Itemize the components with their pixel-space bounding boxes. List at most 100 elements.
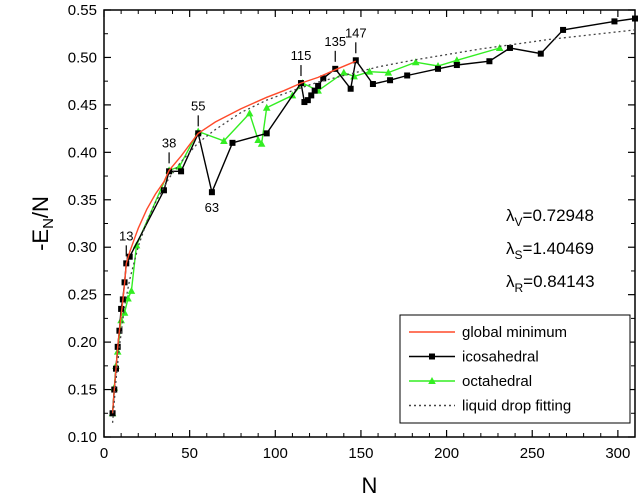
x-tick-label: 250 <box>520 445 545 462</box>
data-point-octahedral <box>124 294 132 302</box>
data-point-icosahedral <box>315 82 322 89</box>
annotation-label: 63 <box>205 200 219 215</box>
y-tick-label: 0.10 <box>68 429 97 446</box>
annotation-label: 13 <box>119 228 133 243</box>
legend-marker-octahedral <box>428 377 436 384</box>
data-point-icosahedral <box>347 85 354 92</box>
x-tick-label: 50 <box>181 445 198 462</box>
data-point-icosahedral <box>560 26 567 33</box>
annotation-label: 135 <box>324 34 346 49</box>
axis-titles: N -EN/N <box>28 196 377 498</box>
x-tick-label: 300 <box>605 445 630 462</box>
data-point-octahedral <box>365 67 374 75</box>
data-point-icosahedral <box>352 57 359 64</box>
data-point-icosahedral <box>453 62 460 69</box>
data-point-icosahedral <box>304 97 311 104</box>
parameter-subscript: S <box>515 248 523 262</box>
y-tick-label: 0.55 <box>68 2 97 19</box>
annotation-label: 147 <box>345 25 367 40</box>
data-point-octahedral <box>245 109 254 117</box>
x-tick-label: 200 <box>434 445 459 462</box>
parameter-value: =0.84143 <box>523 272 594 291</box>
annotation-label: 38 <box>162 135 176 150</box>
parameter-symbol: λ <box>506 206 515 225</box>
y-tick-label: 0.15 <box>68 382 97 399</box>
y-tick-label: 0.30 <box>68 239 97 256</box>
y-axis-title: -EN/N <box>28 196 57 251</box>
series-layer <box>108 15 638 423</box>
data-point-icosahedral <box>160 187 167 194</box>
data-point-icosahedral <box>506 44 513 51</box>
legend-label: octahedral <box>462 373 532 390</box>
data-point-icosahedral <box>435 65 442 72</box>
parameter-subscript: R <box>515 281 524 295</box>
x-tick-label: 0 <box>100 445 108 462</box>
data-point-icosahedral <box>369 81 376 88</box>
legend-label: global minimum <box>462 324 567 341</box>
data-point-icosahedral <box>208 189 215 196</box>
data-point-icosahedral <box>126 253 133 260</box>
data-point-icosahedral <box>404 72 411 79</box>
data-point-icosahedral <box>320 75 327 82</box>
data-point-icosahedral <box>387 77 394 84</box>
parameter-line: λR=0.84143 <box>506 272 595 295</box>
x-tick-label: 150 <box>348 445 373 462</box>
data-point-icosahedral <box>332 65 339 72</box>
data-point-octahedral <box>262 103 271 111</box>
data-point-icosahedral <box>308 92 315 99</box>
data-point-icosahedral <box>229 139 236 146</box>
data-point-octahedral <box>453 56 461 64</box>
data-point-icosahedral <box>611 18 618 25</box>
legend: global minimum icosahedral octahedral liqui… <box>399 314 631 424</box>
legend-marker-icosahedral <box>429 353 435 360</box>
data-point-icosahedral <box>263 130 270 137</box>
y-tick-label: 0.25 <box>68 287 97 304</box>
series-liquid-drop-fitting <box>111 29 636 423</box>
x-tick-label: 100 <box>263 445 288 462</box>
parameter-subscript: V <box>515 215 523 229</box>
parameter-line: λV=0.72948 <box>506 206 594 229</box>
y-tick-label: 0.40 <box>68 144 97 161</box>
series-global-minimum <box>111 60 357 414</box>
annotation-label: 115 <box>291 48 312 63</box>
x-axis-title: N <box>362 473 378 498</box>
data-point-octahedral <box>120 308 129 316</box>
series-line-liquid-drop-fitting <box>111 29 636 423</box>
y-axis-title-main: -E <box>28 229 53 251</box>
data-point-octahedral <box>495 43 504 51</box>
annotation-label: 55 <box>191 98 205 113</box>
legend-box <box>399 314 631 424</box>
data-point-octahedral <box>384 68 393 76</box>
data-point-octahedral <box>220 136 228 144</box>
data-point-icosahedral <box>486 58 493 65</box>
y-tick-label: 0.45 <box>68 97 97 114</box>
y-tick-label: 0.35 <box>68 192 97 209</box>
data-point-octahedral <box>340 68 348 76</box>
data-point-octahedral <box>254 135 262 143</box>
data-point-icosahedral <box>537 50 544 57</box>
parameter-symbol: λ <box>506 272 515 291</box>
axes: 0 50 100 150 200 250 300 0.10 0.15 0.20 0.25 0.30 0.… <box>68 2 636 462</box>
legend-label: icosahedral <box>462 349 539 366</box>
data-point-octahedral <box>411 58 420 66</box>
y-tick-label: 0.50 <box>68 49 97 66</box>
data-point-octahedral <box>175 162 184 170</box>
data-point-icosahedral <box>178 168 185 175</box>
series-line-global-minimum <box>111 60 357 414</box>
y-axis-title-subscript: N <box>40 218 57 229</box>
data-point-icosahedral <box>118 305 125 312</box>
data-point-icosahedral <box>632 15 638 22</box>
parameter-value: =1.40469 <box>523 239 594 258</box>
y-tick-label: 0.20 <box>68 334 97 351</box>
data-point-icosahedral <box>311 87 318 94</box>
parameter-value: =0.72948 <box>523 206 594 225</box>
data-point-icosahedral <box>301 99 308 106</box>
legend-label: liquid drop fitting <box>462 398 571 415</box>
parameter-symbol: λ <box>506 239 515 258</box>
y-axis-title-suffix: /N <box>28 196 53 218</box>
data-point-octahedral <box>127 286 136 294</box>
parameter-line: λS=1.40469 <box>506 239 594 262</box>
